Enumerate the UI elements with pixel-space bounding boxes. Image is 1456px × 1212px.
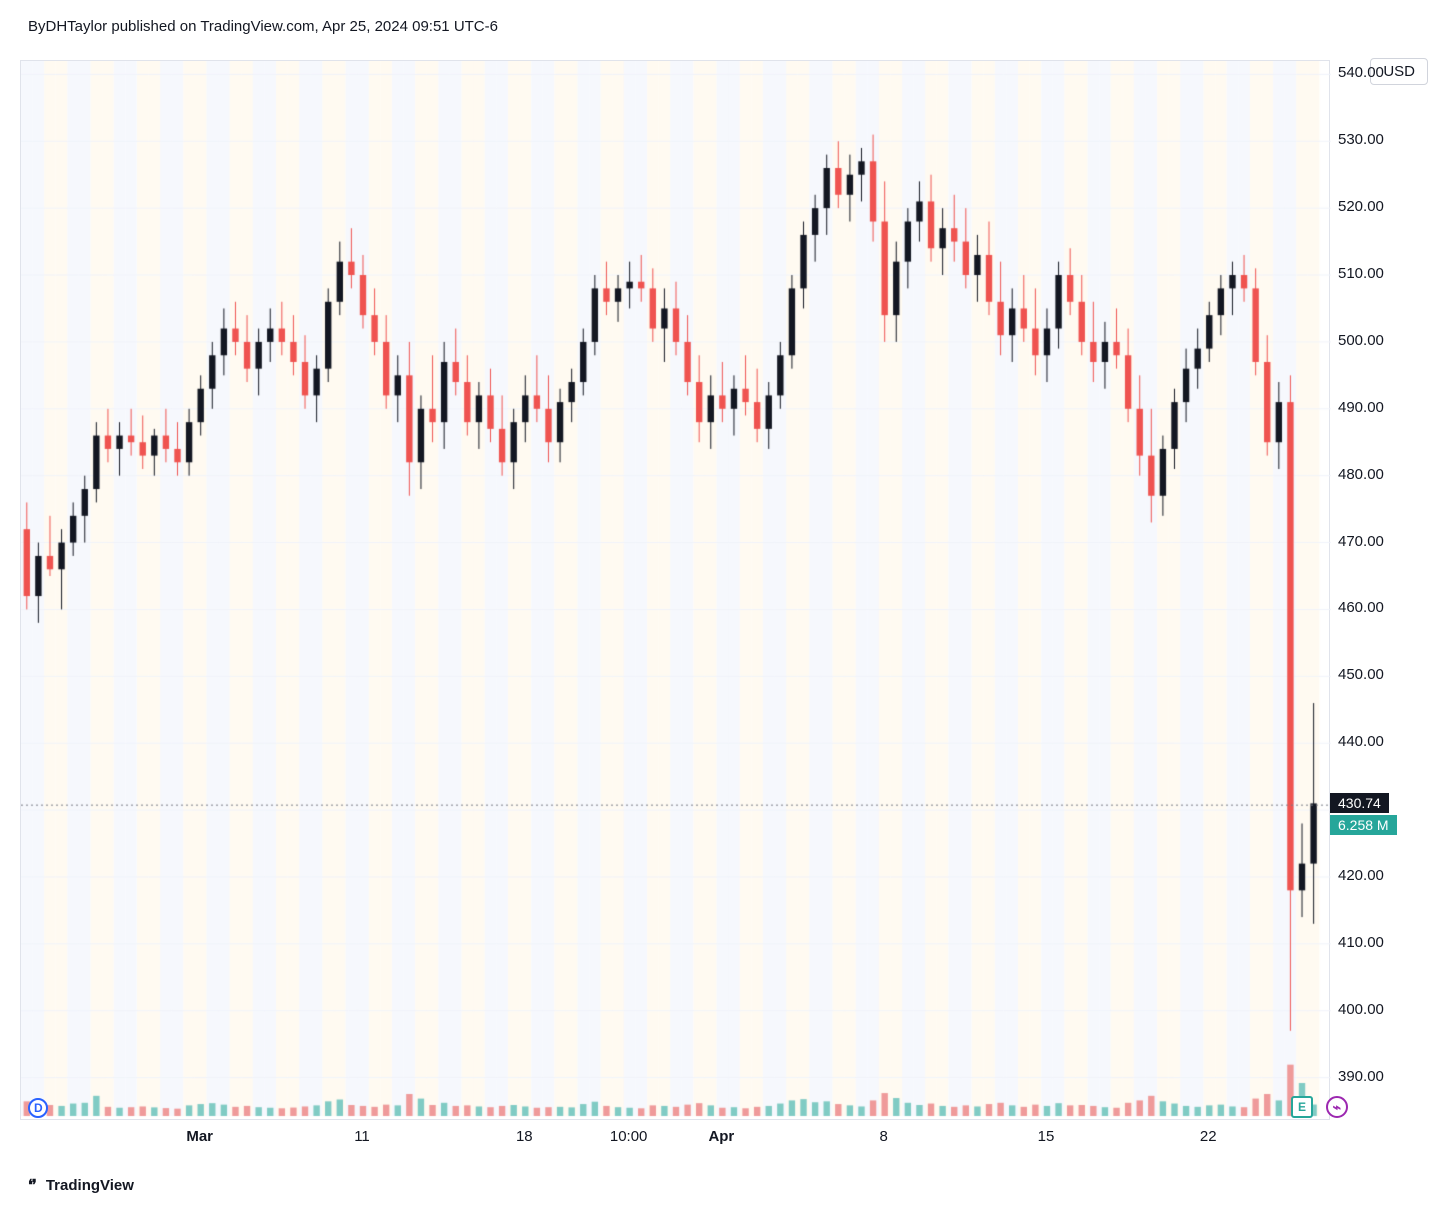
time-tick: 22 <box>1200 1128 1217 1145</box>
candlestick-chart[interactable] <box>21 61 1331 1121</box>
time-tick: 8 <box>880 1128 888 1145</box>
price-tick: 410.00 <box>1338 934 1384 951</box>
price-tick: 530.00 <box>1338 131 1384 148</box>
price-tick: 540.00 <box>1338 64 1384 81</box>
earnings-marker-icon[interactable]: E <box>1291 1096 1313 1118</box>
current-price-flag: 430.74 <box>1330 793 1389 813</box>
tradingview-label: TradingView <box>46 1177 134 1194</box>
time-tick: 15 <box>1038 1128 1055 1145</box>
time-tick: 11 <box>354 1128 370 1145</box>
price-tick: 390.00 <box>1338 1068 1384 1085</box>
time-axis[interactable]: Mar 11 18 10:00 Apr 8 15 22 <box>20 1128 1330 1156</box>
publish-header: ByDHTaylor published on TradingView.com,… <box>28 18 498 35</box>
current-volume-flag: 6.258 M <box>1330 815 1397 835</box>
price-tick: 470.00 <box>1338 533 1384 550</box>
price-tick: 520.00 <box>1338 198 1384 215</box>
price-tick: 460.00 <box>1338 599 1384 616</box>
time-tick: Mar <box>186 1128 213 1145</box>
price-tick: 450.00 <box>1338 666 1384 683</box>
time-tick: Apr <box>708 1128 734 1145</box>
time-tick: 10:00 <box>610 1128 648 1145</box>
price-tick: 500.00 <box>1338 332 1384 349</box>
price-tick: 440.00 <box>1338 733 1384 750</box>
tradingview-logo-icon: ❛❜ <box>28 1176 36 1194</box>
time-tick: 18 <box>516 1128 533 1145</box>
price-tick: 420.00 <box>1338 867 1384 884</box>
chart-container[interactable]: D E ⌁ <box>20 60 1330 1120</box>
price-tick: 480.00 <box>1338 466 1384 483</box>
price-axis[interactable]: 390.00400.00410.00420.00430.00440.00450.… <box>1330 60 1430 1120</box>
price-tick: 510.00 <box>1338 265 1384 282</box>
price-tick: 490.00 <box>1338 399 1384 416</box>
footer-branding: ❛❜ TradingView <box>28 1176 134 1194</box>
price-tick: 400.00 <box>1338 1001 1384 1018</box>
